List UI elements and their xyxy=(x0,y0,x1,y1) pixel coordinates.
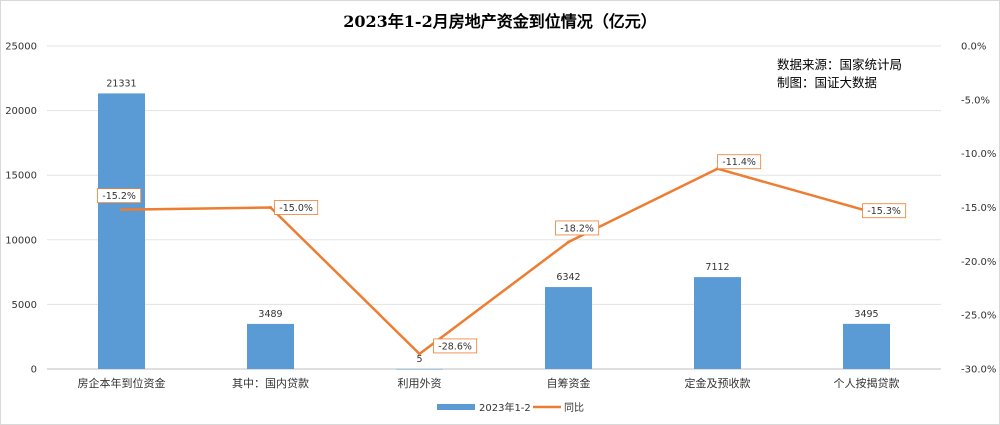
bar-value-label: 3489 xyxy=(258,309,282,320)
yoy-line xyxy=(121,167,867,356)
right-tick-label: -20.0% xyxy=(961,257,996,268)
maker-annotation: 制图：国证大数据 xyxy=(777,75,877,90)
line-point xyxy=(120,208,123,212)
line-series: -15.2% -15.0% -28.6% -18.2% -11.4% -15.3% xyxy=(97,154,907,356)
gridlines xyxy=(47,45,941,370)
bar xyxy=(396,368,443,370)
bar-value-label: 5 xyxy=(416,354,422,365)
legend-line-label: 同比 xyxy=(564,402,584,414)
line-value-label: -11.4% xyxy=(722,157,756,168)
left-tick-label: 0 xyxy=(31,365,37,376)
right-axis-ticks: -30.0% -25.0% -20.0% -15.0% -10.0% -5.0% 0.0% xyxy=(961,42,996,376)
bar xyxy=(98,93,145,370)
line-value-label: -15.2% xyxy=(102,191,136,202)
right-tick-label: -5.0% xyxy=(961,95,990,106)
bar-series: 21331 3489 5 6342 7112 3495 xyxy=(98,78,890,370)
bar-value-label: 6342 xyxy=(556,272,580,283)
bar-value-label: 3495 xyxy=(854,309,878,320)
bar xyxy=(843,323,890,369)
legend-bar-label: 2023年1-2 xyxy=(479,401,531,414)
bar xyxy=(545,287,592,369)
line-label-box xyxy=(717,154,762,170)
line-label-box xyxy=(433,338,478,354)
bar-value-label: 7112 xyxy=(705,262,729,273)
bar xyxy=(694,277,741,369)
category-label: 个人按揭贷款 xyxy=(834,376,900,390)
left-tick-label: 20000 xyxy=(5,106,37,117)
left-tick-label: 10000 xyxy=(5,235,37,246)
chart-title: 2023年1-2月房地产资金到位情况（亿元） xyxy=(343,12,656,31)
left-tick-label: 15000 xyxy=(5,171,37,182)
line-value-label: -15.0% xyxy=(279,203,313,214)
category-label: 自筹资金 xyxy=(547,376,591,390)
category-labels: 房企本年到位资金 其中：国内贷款 利用外资 自筹资金 定金及预收款 个人按揭贷款 xyxy=(78,376,900,390)
category-label: 定金及预收款 xyxy=(685,376,751,390)
line-value-label: -15.3% xyxy=(867,206,901,217)
line-point xyxy=(567,240,570,244)
legend-bar-swatch xyxy=(437,404,475,410)
category-label: 房企本年到位资金 xyxy=(78,376,166,390)
source-note: 数据来源：国家统计局 制图：国证大数据 xyxy=(777,57,902,90)
right-tick-label: -30.0% xyxy=(961,365,996,376)
category-label: 利用外资 xyxy=(398,377,442,390)
right-tick-label: -25.0% xyxy=(961,311,996,322)
line-point xyxy=(418,352,421,356)
line-value-label: -28.6% xyxy=(438,341,472,352)
left-tick-label: 25000 xyxy=(5,42,37,53)
right-tick-label: 0.0% xyxy=(961,42,986,53)
line-label-box xyxy=(862,203,907,219)
legend: 2023年1-2 同比 xyxy=(437,401,584,414)
line-label-box xyxy=(274,200,319,215)
line-point xyxy=(269,206,272,209)
left-tick-label: 5000 xyxy=(12,300,37,311)
right-tick-label: -10.0% xyxy=(961,149,996,160)
bar-value-label: 21331 xyxy=(106,78,136,89)
category-label: 其中：国内贷款 xyxy=(232,376,309,390)
right-tick-label: -15.0% xyxy=(961,203,996,214)
line-value-label: -18.2% xyxy=(560,223,594,234)
bar xyxy=(247,323,294,369)
left-axis-ticks: 0 5000 10000 15000 20000 25000 xyxy=(5,42,37,376)
line-label-box xyxy=(97,188,142,204)
source-annotation: 数据来源：国家统计局 xyxy=(777,57,902,72)
line-label-box xyxy=(555,220,600,236)
